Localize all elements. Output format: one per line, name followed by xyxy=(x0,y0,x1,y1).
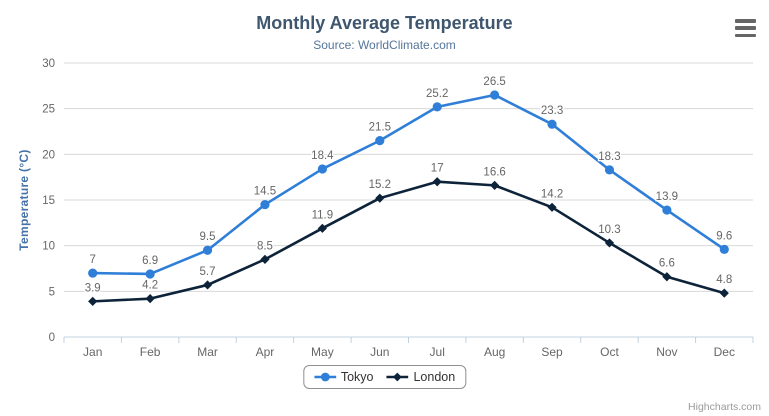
data-label-tokyo: 18.3 xyxy=(598,151,620,163)
marker-tokyo[interactable] xyxy=(202,245,213,255)
x-axis-label: Nov xyxy=(656,345,677,359)
x-axis-label: Jun xyxy=(370,345,389,359)
x-axis-label: Jan xyxy=(83,345,102,359)
marker-london[interactable] xyxy=(375,193,385,203)
marker-tokyo[interactable] xyxy=(547,119,557,129)
hamburger-menu-icon xyxy=(735,26,756,30)
data-label-tokyo: 14.5 xyxy=(254,186,276,198)
x-axis-label: Mar xyxy=(197,345,218,359)
legend-label-tokyo: Tokyo xyxy=(340,370,374,384)
x-axis-label: Aug xyxy=(484,345,505,359)
series-line-tokyo xyxy=(91,93,726,276)
marker-tokyo[interactable] xyxy=(145,269,155,279)
x-axis-label: May xyxy=(311,345,334,359)
credits-link[interactable]: Highcharts.com xyxy=(688,401,761,413)
marker-london[interactable] xyxy=(317,223,327,233)
marker-tokyo[interactable] xyxy=(604,165,615,175)
marker-tokyo[interactable] xyxy=(432,102,442,112)
data-label-london: 6.6 xyxy=(659,258,675,270)
marker-tokyo[interactable] xyxy=(490,90,500,100)
legend: Tokyo London xyxy=(302,365,467,389)
x-axis-label: Oct xyxy=(600,345,619,359)
data-label-london: 5.7 xyxy=(200,266,216,278)
marker-london[interactable] xyxy=(604,238,615,248)
data-label-london: 4.8 xyxy=(716,274,732,286)
data-label-london: 8.5 xyxy=(257,240,273,252)
hamburger-menu-icon xyxy=(735,33,756,37)
y-axis-label: 20 xyxy=(42,149,55,161)
data-label-tokyo: 9.6 xyxy=(716,230,732,242)
y-axis-label: 15 xyxy=(42,195,55,207)
data-label-london: 16.6 xyxy=(483,166,505,178)
data-label-london: 4.2 xyxy=(142,280,158,292)
legend-item-london[interactable]: London xyxy=(386,370,455,384)
marker-tokyo[interactable] xyxy=(719,244,729,254)
marker-tokyo[interactable] xyxy=(88,268,98,278)
x-axis-label: Dec xyxy=(714,345,735,359)
data-label-tokyo: 13.9 xyxy=(656,191,678,203)
marker-london[interactable] xyxy=(145,294,155,304)
x-axis-label: Apr xyxy=(256,345,275,359)
y-axis-label: 25 xyxy=(42,104,55,116)
y-axis-label: 5 xyxy=(49,286,55,298)
x-axis-label: Jul xyxy=(430,345,445,359)
legend-item-tokyo[interactable]: Tokyo xyxy=(313,370,374,384)
data-label-tokyo: 6.9 xyxy=(142,255,158,267)
chart-title: Monthly Average Temperature xyxy=(256,13,513,33)
marker-tokyo[interactable] xyxy=(317,164,327,174)
chart-subtitle: Source: WorldClimate.com xyxy=(313,38,456,52)
data-label-london: 14.2 xyxy=(541,188,563,200)
x-axis-label: Feb xyxy=(140,345,161,359)
series-line-london xyxy=(91,180,726,303)
data-label-tokyo: 26.5 xyxy=(483,76,505,88)
marker-london[interactable] xyxy=(260,254,270,264)
marker-london[interactable] xyxy=(202,280,213,290)
marker-london[interactable] xyxy=(547,202,557,212)
legend-marker-london xyxy=(386,372,409,382)
data-label-tokyo: 25.2 xyxy=(426,88,448,100)
legend-marker-tokyo xyxy=(313,372,336,382)
data-label-london: 10.3 xyxy=(598,224,620,236)
marker-london[interactable] xyxy=(490,180,500,190)
data-label-tokyo: 21.5 xyxy=(369,122,391,134)
marker-london[interactable] xyxy=(662,272,672,282)
data-label-london: 3.9 xyxy=(85,282,101,294)
marker-tokyo[interactable] xyxy=(375,136,385,146)
data-label-london: 15.2 xyxy=(369,179,391,191)
hamburger-menu-icon xyxy=(735,19,756,23)
x-axis-label: Sep xyxy=(541,345,563,359)
data-label-tokyo: 7 xyxy=(90,254,96,266)
data-label-tokyo: 9.5 xyxy=(200,231,216,243)
data-label-london: 11.9 xyxy=(312,209,334,221)
marker-london[interactable] xyxy=(432,177,442,187)
marker-london[interactable] xyxy=(88,296,98,306)
y-axis-label: 0 xyxy=(49,332,55,344)
marker-tokyo[interactable] xyxy=(260,199,270,210)
data-label-london: 17 xyxy=(431,163,444,175)
marker-tokyo[interactable] xyxy=(662,205,672,215)
data-label-tokyo: 23.3 xyxy=(541,105,563,117)
marker-london[interactable] xyxy=(719,288,729,298)
context-menu-button[interactable] xyxy=(734,18,758,38)
data-label-tokyo: 18.4 xyxy=(311,150,334,162)
y-axis-label: 30 xyxy=(42,58,55,70)
y-axis-label: 10 xyxy=(42,241,55,253)
legend-label-london: London xyxy=(413,370,456,384)
